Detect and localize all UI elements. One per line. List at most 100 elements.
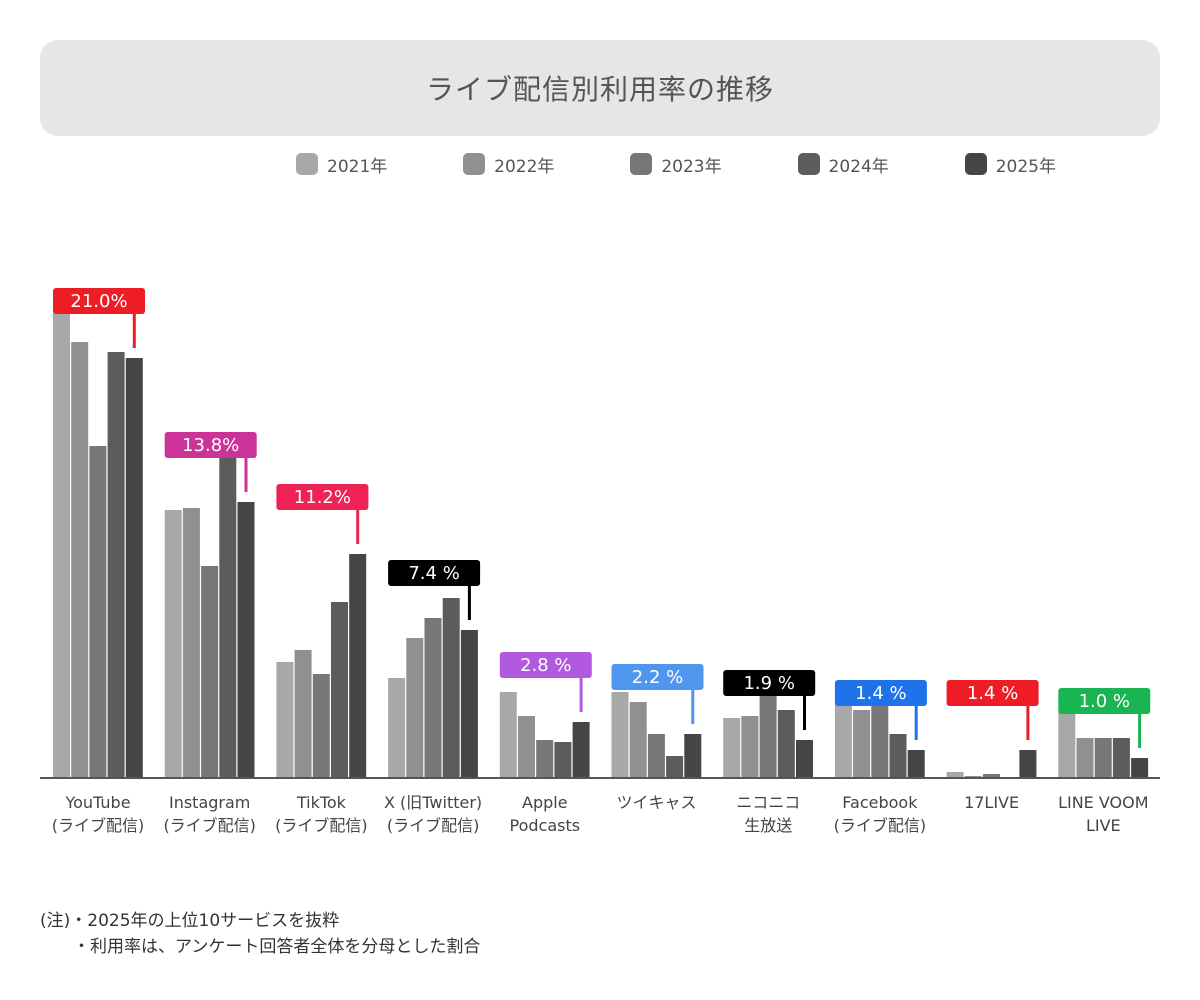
legend-swatch [630,153,653,175]
legend-label: 2022年 [494,156,555,177]
callout-label: 1.4 % [855,683,906,704]
callout-label: 1.9 % [743,673,794,694]
bar [107,352,125,778]
legend-swatch [296,153,318,175]
bar [294,650,312,778]
category-label: 17LIVE [964,793,1019,812]
category-label: ツイキャス [616,793,696,812]
bar [219,450,237,778]
callout-box [834,680,927,706]
bar [125,358,143,778]
notes: (注)・2025年の上位10サービスを抜粋 ・利用率は、アンケート回答者全体を分… [40,908,480,960]
legend-item-4: 2025年 [964,152,1056,177]
legend-label: 2025年 [995,156,1056,177]
category-label: TikTok (ライブ配信) [275,793,368,835]
bar [536,740,554,778]
bar [53,310,70,778]
bar [723,718,741,778]
bar [946,772,964,778]
bar [388,678,406,778]
bar [759,672,777,778]
callout-box [276,484,369,510]
bar [853,710,871,778]
bar [276,662,294,778]
bar [796,740,813,778]
bar [1076,738,1094,778]
legend-item-1: 2022年 [463,152,554,177]
bar [164,510,182,778]
bar [201,566,219,778]
bar [349,554,367,778]
category-label: Apple Podcasts [510,793,581,835]
callout-label: 11.2% [294,487,351,508]
bar [460,630,478,778]
callout-label: 2.8 % [520,655,571,676]
category-label: YouTube (ライブ配信) [52,793,145,835]
bar [777,710,795,778]
callout-box [1058,688,1151,714]
note-line-1: (注)・2025年の上位10サービスを抜粋 [40,911,340,931]
bar [89,446,107,778]
bar [1019,750,1037,778]
legend-label: 2021年 [327,156,388,177]
callout-label: 1.0 % [1079,691,1130,712]
callout-box [499,652,592,678]
bar [518,716,535,778]
bar [499,692,517,778]
callout-label: 7.4 % [408,563,459,584]
bar [182,508,200,778]
legend-label: 2024年 [828,156,889,177]
bar [871,702,889,778]
bar [983,774,1000,778]
callout-label: 21.0% [70,291,127,312]
bar [666,756,684,778]
bar [1058,712,1076,778]
legend-swatch [797,153,820,175]
category-label: ニコニコ生放送 [736,793,800,835]
bar [741,716,759,778]
chart-title: ライブ配信別利用率の推移 [425,73,774,106]
legend-label: 2023年 [661,156,722,177]
callout-label: 2.2 % [632,667,683,688]
bar [1131,758,1149,778]
legend-swatch [964,153,987,175]
bar [647,734,665,778]
bar [554,742,572,778]
callout-box [53,288,145,314]
legend-item-0: 2021年 [296,152,387,177]
callout-box [611,664,704,690]
legend-item-2: 2023年 [630,152,722,177]
bar [424,618,442,778]
bar [1112,738,1130,778]
bar [312,674,330,778]
callout-box [946,680,1039,706]
callout-box [723,670,816,696]
legend-item-3: 2024年 [797,152,889,177]
bar [629,702,647,778]
bar [572,722,590,778]
bar [907,750,925,778]
bar [71,342,89,778]
callout-label: 1.4 % [967,683,1018,704]
bar [684,734,702,778]
note-line-2: ・利用率は、アンケート回答者全体を分母とした割合 [73,937,481,957]
category-label: X (旧Twitter) (ライブ配信) [384,793,482,835]
category-label: Instagram (ライブ配信) [163,793,256,835]
callout-box [388,560,481,586]
bar [611,692,629,778]
callout-label: 13.8% [182,435,239,456]
bar [834,700,852,778]
bar [1094,738,1112,778]
bar [889,734,907,778]
bar [442,598,460,778]
bar [331,602,348,778]
callout-box [164,432,257,458]
category-label: Facebook (ライブ配信) [834,793,927,835]
legend-swatch [463,153,486,175]
bar [406,638,424,778]
bar [237,502,255,778]
title-box: ライブ配信別利用率の推移 [40,40,1160,136]
category-label: LINE VOOM LIVE [1058,793,1148,835]
legend: 2021年 2022年 2023年 2024年 2025年 [296,150,1056,178]
